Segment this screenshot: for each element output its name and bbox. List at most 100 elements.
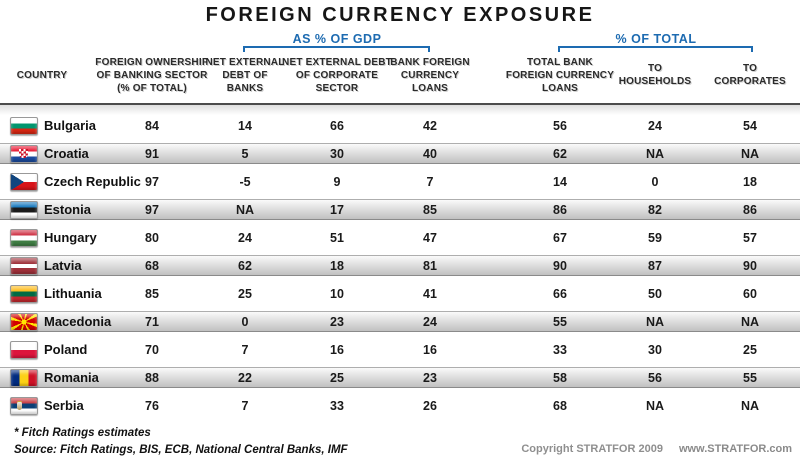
gdp-bracket-line — [243, 46, 430, 52]
value-to-households: 82 — [648, 203, 662, 217]
value-net-ext-debt-corp: 18 — [330, 259, 344, 273]
value-foreign-ownership: 85 — [145, 287, 159, 301]
value-total-bank-fx-loans: 58 — [553, 371, 567, 385]
value-bank-fx-loans-gdp: 47 — [423, 231, 437, 245]
country-label: Hungary — [44, 230, 97, 245]
value-foreign-ownership: 88 — [145, 371, 159, 385]
value-total-bank-fx-loans: 62 — [553, 147, 567, 161]
column-header-total-bank-fx-loans: TOTAL BANK FOREIGN CURRENCY LOANS — [505, 56, 615, 94]
value-bank-fx-loans-gdp: 7 — [426, 175, 434, 189]
country-label: Lithuania — [44, 286, 102, 301]
value-net-ext-debt-banks: 62 — [238, 259, 252, 273]
table-row: Czech Republic 97 -5 9 7 14 0 18 — [0, 168, 800, 196]
flag-latvia-icon — [10, 257, 38, 275]
value-to-corporates: NA — [740, 147, 760, 161]
value-foreign-ownership: 84 — [145, 119, 159, 133]
country-label: Macedonia — [44, 314, 112, 329]
country-label: Poland — [44, 342, 88, 357]
total-bracket-line — [558, 46, 753, 52]
table-row: Hungary 80 24 51 47 67 59 57 — [0, 224, 800, 252]
value-net-ext-debt-corp: 17 — [330, 203, 344, 217]
column-header-foreign-ownership: FOREIGN OWNERSHIP OF BANKING SECTOR (% O… — [95, 56, 209, 94]
value-net-ext-debt-banks: 7 — [241, 343, 249, 357]
header-divider-fade — [0, 105, 800, 115]
table-row: Lithuania 85 25 10 41 66 50 60 — [0, 280, 800, 308]
value-foreign-ownership: 71 — [145, 315, 159, 329]
value-net-ext-debt-banks: 7 — [241, 399, 249, 413]
value-total-bank-fx-loans: 14 — [553, 175, 567, 189]
column-header-country: COUNTRY — [16, 69, 68, 81]
value-to-households: 59 — [648, 231, 662, 245]
value-total-bank-fx-loans: 86 — [553, 203, 567, 217]
value-total-bank-fx-loans: 66 — [553, 287, 567, 301]
value-total-bank-fx-loans: 33 — [553, 343, 567, 357]
value-total-bank-fx-loans: 68 — [553, 399, 567, 413]
value-to-corporates: NA — [740, 315, 760, 329]
value-to-households: 50 — [648, 287, 662, 301]
value-to-households: 87 — [648, 259, 662, 273]
flag-czech-republic-icon — [10, 173, 38, 191]
value-bank-fx-loans-gdp: 42 — [423, 119, 437, 133]
value-net-ext-debt-corp: 33 — [330, 399, 344, 413]
value-net-ext-debt-corp: 9 — [333, 175, 341, 189]
value-to-households: NA — [645, 315, 665, 329]
footnotes: * Fitch Ratings estimates Source: Fitch … — [14, 425, 348, 458]
value-net-ext-debt-corp: 16 — [330, 343, 344, 357]
flag-estonia-icon — [10, 201, 38, 219]
value-bank-fx-loans-gdp: 23 — [423, 371, 437, 385]
value-to-households: 0 — [651, 175, 659, 189]
value-total-bank-fx-loans: 55 — [553, 315, 567, 329]
flag-hungary-icon — [10, 229, 38, 247]
value-net-ext-debt-banks: 24 — [238, 231, 252, 245]
flag-croatia-icon — [10, 145, 38, 163]
value-net-ext-debt-banks: 0 — [241, 315, 249, 329]
flag-bulgaria-icon — [10, 117, 38, 135]
flag-serbia-icon — [10, 397, 38, 415]
value-bank-fx-loans-gdp: 81 — [423, 259, 437, 273]
value-foreign-ownership: 76 — [145, 399, 159, 413]
country-label: Croatia — [44, 146, 89, 161]
column-header-to-corporates: TO CORPORATES — [714, 63, 786, 87]
column-header-net-ext-debt-banks: NET EXTERNAL DEBT OF BANKS — [205, 56, 285, 94]
value-foreign-ownership: 91 — [145, 147, 159, 161]
value-bank-fx-loans-gdp: 85 — [423, 203, 437, 217]
table-row: Serbia 76 7 33 26 68 NA NA — [0, 392, 800, 420]
country-label: Romania — [44, 370, 99, 385]
value-bank-fx-loans-gdp: 40 — [423, 147, 437, 161]
value-foreign-ownership: 97 — [145, 203, 159, 217]
copyright-text: Copyright STRATFOR 2009 — [521, 443, 663, 455]
value-bank-fx-loans-gdp: 24 — [423, 315, 437, 329]
value-net-ext-debt-banks: 14 — [238, 119, 252, 133]
value-bank-fx-loans-gdp: 16 — [423, 343, 437, 357]
country-label: Latvia — [44, 258, 82, 273]
table-row: Croatia 91 5 30 40 62 NA NA — [0, 140, 800, 168]
country-label: Bulgaria — [44, 118, 97, 133]
flag-lithuania-icon — [10, 285, 38, 303]
value-to-households: NA — [645, 147, 665, 161]
value-total-bank-fx-loans: 67 — [553, 231, 567, 245]
value-foreign-ownership: 70 — [145, 343, 159, 357]
flag-romania-icon — [10, 369, 38, 387]
country-label: Serbia — [44, 398, 84, 413]
value-net-ext-debt-corp: 10 — [330, 287, 344, 301]
table-row: Bulgaria 84 14 66 42 56 24 54 — [0, 112, 800, 140]
value-to-households: 56 — [648, 371, 662, 385]
column-header-to-households: TO HOUSEHOLDS — [618, 63, 692, 87]
value-to-corporates: 60 — [743, 287, 757, 301]
value-to-corporates: 18 — [743, 175, 757, 189]
header-divider-rule — [0, 103, 800, 105]
value-net-ext-debt-corp: 30 — [330, 147, 344, 161]
value-to-households: NA — [645, 399, 665, 413]
country-label: Estonia — [44, 202, 91, 217]
value-total-bank-fx-loans: 56 — [553, 119, 567, 133]
value-net-ext-debt-corp: 23 — [330, 315, 344, 329]
table-row: Romania 88 22 25 23 58 56 55 — [0, 364, 800, 392]
value-net-ext-debt-corp: 66 — [330, 119, 344, 133]
flag-macedonia-icon — [10, 313, 38, 331]
website-link[interactable]: www.STRATFOR.com — [678, 443, 792, 455]
flag-poland-icon — [10, 341, 38, 359]
table-row: Macedonia 71 0 23 24 55 NA NA — [0, 308, 800, 336]
value-to-corporates: 90 — [743, 259, 757, 273]
value-net-ext-debt-corp: 51 — [330, 231, 344, 245]
